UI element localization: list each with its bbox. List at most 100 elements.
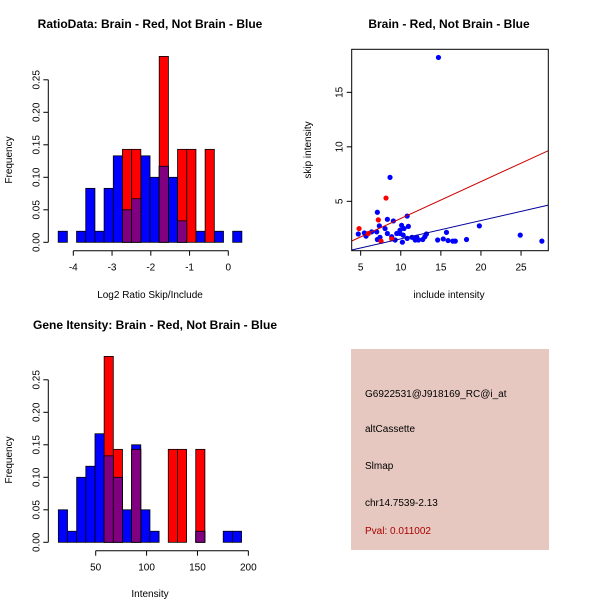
scatter-x-tick-label: 15 [435, 263, 447, 274]
hist1-bar-blue [232, 230, 243, 243]
scatter-point-blue [384, 230, 390, 237]
scatter-point-blue [476, 223, 482, 229]
hist1-bar-blue [167, 176, 178, 243]
hist2-bar-blue [149, 530, 160, 543]
hist2-ylabel: Frequency [4, 436, 15, 483]
hist2-bar-blue [140, 509, 151, 543]
hist2-x-tick-label: 150 [189, 563, 206, 574]
scatter-x-tick-label: 20 [475, 263, 487, 274]
hist1-xlabel: Log2 Ratio Skip/Include [97, 290, 203, 301]
hist1-y-tick-label: 0.15 [31, 135, 42, 155]
hist2-x-tick-label: 100 [138, 563, 155, 574]
scatter-x-tick-label: 5 [358, 263, 364, 274]
gene-name: Slmap [365, 461, 394, 472]
scatter-point-blue [401, 225, 407, 232]
location: chr14.7539-2.13 [365, 498, 438, 509]
hist1-title: RatioData: Brain - Red, Not Brain - Blue [38, 17, 263, 31]
scatter-point-red [356, 225, 362, 232]
hist2-bar-overlap [112, 476, 123, 543]
hist1-bar-red [186, 148, 197, 243]
scatter-point-red [383, 195, 389, 201]
scatter-y-tick-label: 15 [335, 86, 346, 98]
scatter-y-tick-label: 5 [335, 198, 346, 204]
hist1-bar-blue [76, 230, 87, 243]
info-panel: G6922531@J918169_RC@i_at altCassette Slm… [351, 349, 549, 550]
scatter-point-blue [405, 223, 411, 229]
hist1-bar-blue [140, 155, 151, 243]
scatter-point-blue [443, 229, 450, 235]
hist2-y-tick-label: 0.00 [31, 532, 42, 552]
hist1-x-tick-label: -2 [146, 263, 155, 274]
scatter-point-blue [440, 236, 446, 242]
hist2-y-tick-label: 0.15 [31, 435, 42, 455]
scatter-point-red [378, 238, 384, 244]
scatter-xlabel: include intensity [413, 290, 484, 301]
scatter-ylabel: skip intensity [303, 121, 314, 178]
hist2-x-tick-label: 200 [240, 563, 257, 574]
hist2-bar-red [195, 448, 206, 543]
hist1-bar-blue [195, 230, 206, 243]
hist2-bar-overlap [103, 455, 114, 543]
scatter-point-blue [374, 209, 380, 215]
hist1-bar-blue [94, 230, 105, 243]
hist1-bar-blue [103, 187, 114, 243]
hist2-bar-blue [67, 530, 78, 543]
hist1-bar-overlap [122, 209, 133, 243]
scatter-point-blue [384, 216, 390, 222]
hist1-bar-red [204, 148, 215, 243]
hist2-bar-blue [76, 476, 87, 543]
hist1-bar-overlap [177, 220, 188, 243]
hist2-bar-overlap [131, 448, 142, 543]
scatter-x-tick-label: 10 [395, 263, 407, 274]
hist1-x-tick-label: -1 [185, 263, 194, 274]
scatter-point-blue [539, 238, 545, 244]
scatter-point-blue [517, 232, 523, 238]
scatter-point-blue [445, 237, 451, 244]
hist1-x-tick-label: -4 [69, 263, 78, 274]
scatter-point-red [375, 217, 381, 223]
hist1-bar-overlap [158, 165, 169, 243]
hist1-bar-blue [149, 176, 160, 243]
scatter-point-blue [387, 174, 393, 180]
hist1-bar-overlap [131, 198, 142, 243]
scatter-point-blue [435, 237, 441, 243]
hist1-ylabel: Frequency [4, 136, 15, 183]
hist1-bar-blue [112, 155, 123, 243]
hist1-y-tick-label: 0.25 [31, 70, 42, 90]
hist2-bar-blue [94, 433, 105, 543]
scatter-y-tick-label: 10 [335, 141, 346, 153]
scatter-point-blue [382, 225, 388, 232]
hist1-bar-blue [57, 230, 68, 243]
pval: Pval: 0.011002 [365, 526, 431, 537]
hist2-bar-blue [222, 530, 233, 543]
probe-id: G6922531@J918169_RC@i_at [365, 389, 507, 400]
hist2-x-tick-label: 50 [90, 563, 102, 574]
hist1-y-tick-label: 0.05 [31, 200, 42, 220]
scatter-point-blue [415, 237, 422, 243]
hist2-bar-blue [122, 509, 133, 543]
hist2-y-tick-label: 0.25 [31, 370, 42, 390]
hist2-y-tick-label: 0.05 [31, 500, 42, 520]
scatter-title: Brain - Red, Not Brain - Blue [368, 17, 530, 31]
scatter-point-blue [452, 238, 458, 244]
hist1-x-tick-label: -3 [108, 263, 117, 274]
scatter-point-blue [435, 54, 442, 61]
hist1-bar-blue [213, 230, 224, 243]
hist2-bar-red [167, 448, 178, 543]
hist2-y-tick-label: 0.10 [31, 467, 42, 487]
hist2-y-tick-label: 0.20 [31, 402, 42, 422]
hist2-title: Gene Itensity: Brain - Red, Not Brain - … [33, 318, 277, 332]
hist2-bar-blue [231, 530, 242, 543]
hist2-bar-blue [57, 509, 68, 543]
scatter-fit-line-red [351, 150, 549, 242]
scatter-point-blue [399, 239, 405, 245]
scatter-point-blue [463, 236, 470, 243]
event-type: altCassette [365, 424, 416, 435]
hist1-y-tick-label: 0.20 [31, 102, 42, 122]
scatter-point-blue [355, 231, 361, 237]
scatter-x-tick-label: 25 [515, 263, 527, 274]
hist1-y-tick-label: 0.10 [31, 167, 42, 187]
hist1-bar-blue [85, 187, 96, 243]
hist2-xlabel: Intensity [131, 589, 168, 600]
